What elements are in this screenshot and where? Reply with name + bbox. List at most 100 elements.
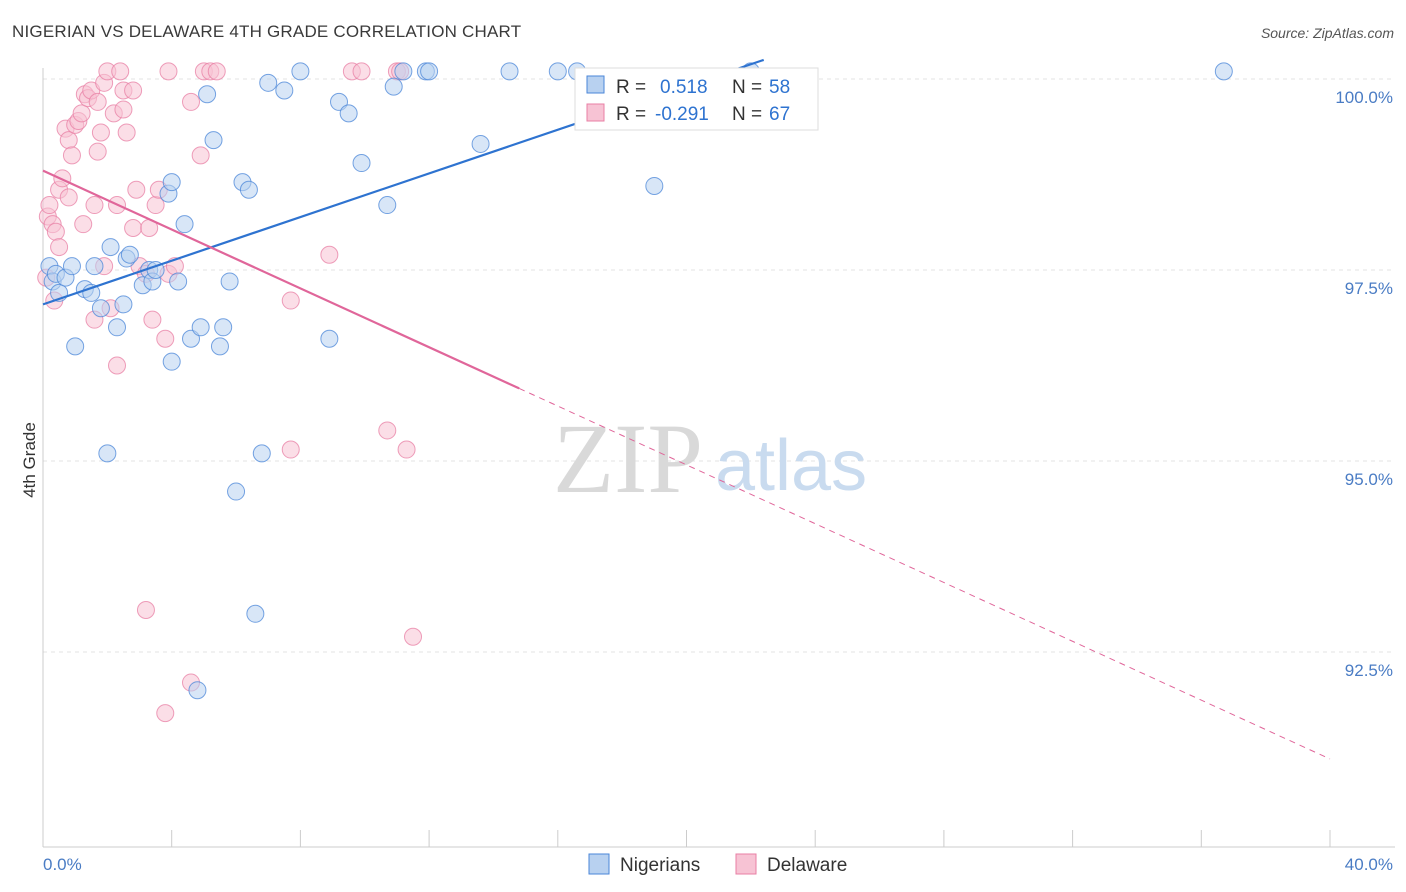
y-tick-label: 100.0%: [1335, 88, 1393, 107]
nigerians-point: [182, 329, 201, 348]
nigerians-point: [162, 352, 181, 371]
nigerians-point: [98, 444, 117, 463]
x-tick-label-max: 40.0%: [1345, 855, 1393, 874]
delaware-point: [91, 123, 110, 142]
delaware-point: [124, 81, 143, 100]
series-nigerians: [40, 62, 1233, 700]
chart-title: NIGERIAN VS DELAWARE 4TH GRADE CORRELATI…: [12, 22, 522, 41]
nigerians-point: [352, 154, 371, 173]
nigerians-point: [101, 238, 120, 257]
delaware-point: [156, 704, 175, 723]
nigerians-point: [420, 62, 439, 81]
delaware-point: [352, 62, 371, 81]
trend-line-delaware: [42, 169, 520, 390]
grid-lines: [43, 78, 1395, 653]
delaware-point: [117, 123, 136, 142]
nigerians-point: [214, 318, 233, 337]
x-tick-label-min: 0.0%: [43, 855, 82, 874]
y-tick-label: 97.5%: [1345, 279, 1393, 298]
nigerians-point: [220, 272, 239, 291]
delaware-point: [124, 218, 143, 237]
delaware-point: [207, 62, 226, 81]
delaware-point: [40, 196, 59, 215]
nigerians-point: [210, 337, 229, 356]
nigerians-point: [330, 92, 349, 111]
legend-bottom-swatch-delaware: [735, 853, 757, 875]
delaware-point: [74, 215, 93, 234]
nigerians-point: [114, 295, 133, 314]
delaware-point: [50, 238, 69, 257]
delaware-point: [62, 146, 81, 165]
delaware-point: [72, 104, 91, 123]
watermark: ZIP atlas: [553, 403, 867, 514]
legend-stats: R = 0.518 N = 58 R = -0.291 N = 67: [574, 67, 819, 131]
delaware-point: [159, 62, 178, 81]
watermark-zip: ZIP: [553, 403, 703, 514]
nigerians-point: [378, 196, 397, 215]
delaware-point: [281, 291, 300, 310]
nigerians-point: [259, 73, 278, 92]
nigerians-point: [120, 245, 139, 264]
nigerians-point: [645, 176, 664, 195]
y-tick-label: 95.0%: [1345, 470, 1393, 489]
nigerians-point: [500, 62, 519, 81]
delaware-point: [111, 62, 130, 81]
watermark-atlas: atlas: [715, 426, 867, 506]
legend-swatch-nigerians: [586, 75, 605, 94]
nigerians-point: [471, 134, 490, 153]
delaware-point: [281, 440, 300, 459]
legend-n-label-1: N =: [732, 77, 762, 98]
delaware-point: [378, 421, 397, 440]
legend-swatch-delaware: [586, 103, 605, 122]
legend-n-value-2: 67: [769, 104, 790, 125]
nigerians-point: [291, 62, 310, 81]
delaware-point: [397, 440, 416, 459]
nigerians-point: [204, 131, 223, 150]
delaware-point: [59, 188, 78, 207]
y-tick-labels: 92.5% 95.0% 97.5% 100.0%: [1335, 88, 1393, 680]
nigerians-point: [320, 329, 339, 348]
delaware-point: [114, 100, 133, 119]
legend-bottom-swatch-nigerians: [588, 853, 610, 875]
x-ticks: [42, 830, 1331, 847]
delaware-point: [108, 356, 127, 375]
delaware-point: [88, 92, 107, 111]
axes: [42, 68, 1395, 848]
nigerians-point: [394, 62, 413, 81]
legend-r-label-1: R =: [616, 77, 646, 98]
y-tick-label: 92.5%: [1345, 661, 1393, 680]
delaware-point: [404, 627, 423, 646]
nigerians-point: [66, 337, 85, 356]
legend-r-value-1: 0.518: [660, 77, 708, 98]
delaware-point: [88, 142, 107, 161]
delaware-point: [59, 131, 78, 150]
legend-n-label-2: N =: [732, 104, 762, 125]
delaware-point: [85, 196, 104, 215]
y-axis-label: 4th Grade: [20, 422, 39, 498]
nigerians-point: [339, 104, 358, 123]
nigerians-point: [175, 215, 194, 234]
nigerians-point: [239, 180, 258, 199]
nigerians-point: [548, 62, 567, 81]
nigerians-point: [188, 681, 207, 700]
nigerians-point: [62, 257, 81, 276]
delaware-point: [127, 180, 146, 199]
nigerians-point: [191, 318, 210, 337]
nigerians-point: [246, 604, 265, 623]
nigerians-point: [198, 85, 217, 104]
nigerians-point: [227, 482, 246, 501]
nigerians-point: [1214, 62, 1233, 81]
delaware-point: [182, 92, 201, 111]
delaware-point: [136, 600, 155, 619]
delaware-point: [320, 245, 339, 264]
trend-line-delaware-extension: [518, 387, 1331, 760]
nigerians-point: [384, 77, 403, 96]
nigerians-point: [169, 272, 188, 291]
legend-r-value-2: -0.291: [655, 104, 709, 125]
delaware-point: [191, 146, 210, 165]
legend-stats-box: [574, 67, 819, 131]
legend-r-label-2: R =: [616, 104, 646, 125]
nigerians-point: [85, 257, 104, 276]
delaware-point: [46, 222, 65, 241]
nigerians-point: [252, 444, 271, 463]
